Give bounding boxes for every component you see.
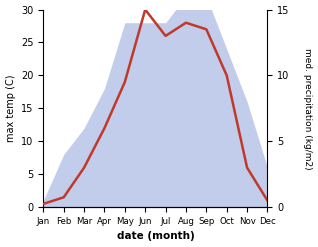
Y-axis label: med. precipitation (kg/m2): med. precipitation (kg/m2) [303,48,313,169]
Y-axis label: max temp (C): max temp (C) [5,75,16,142]
X-axis label: date (month): date (month) [116,231,194,242]
